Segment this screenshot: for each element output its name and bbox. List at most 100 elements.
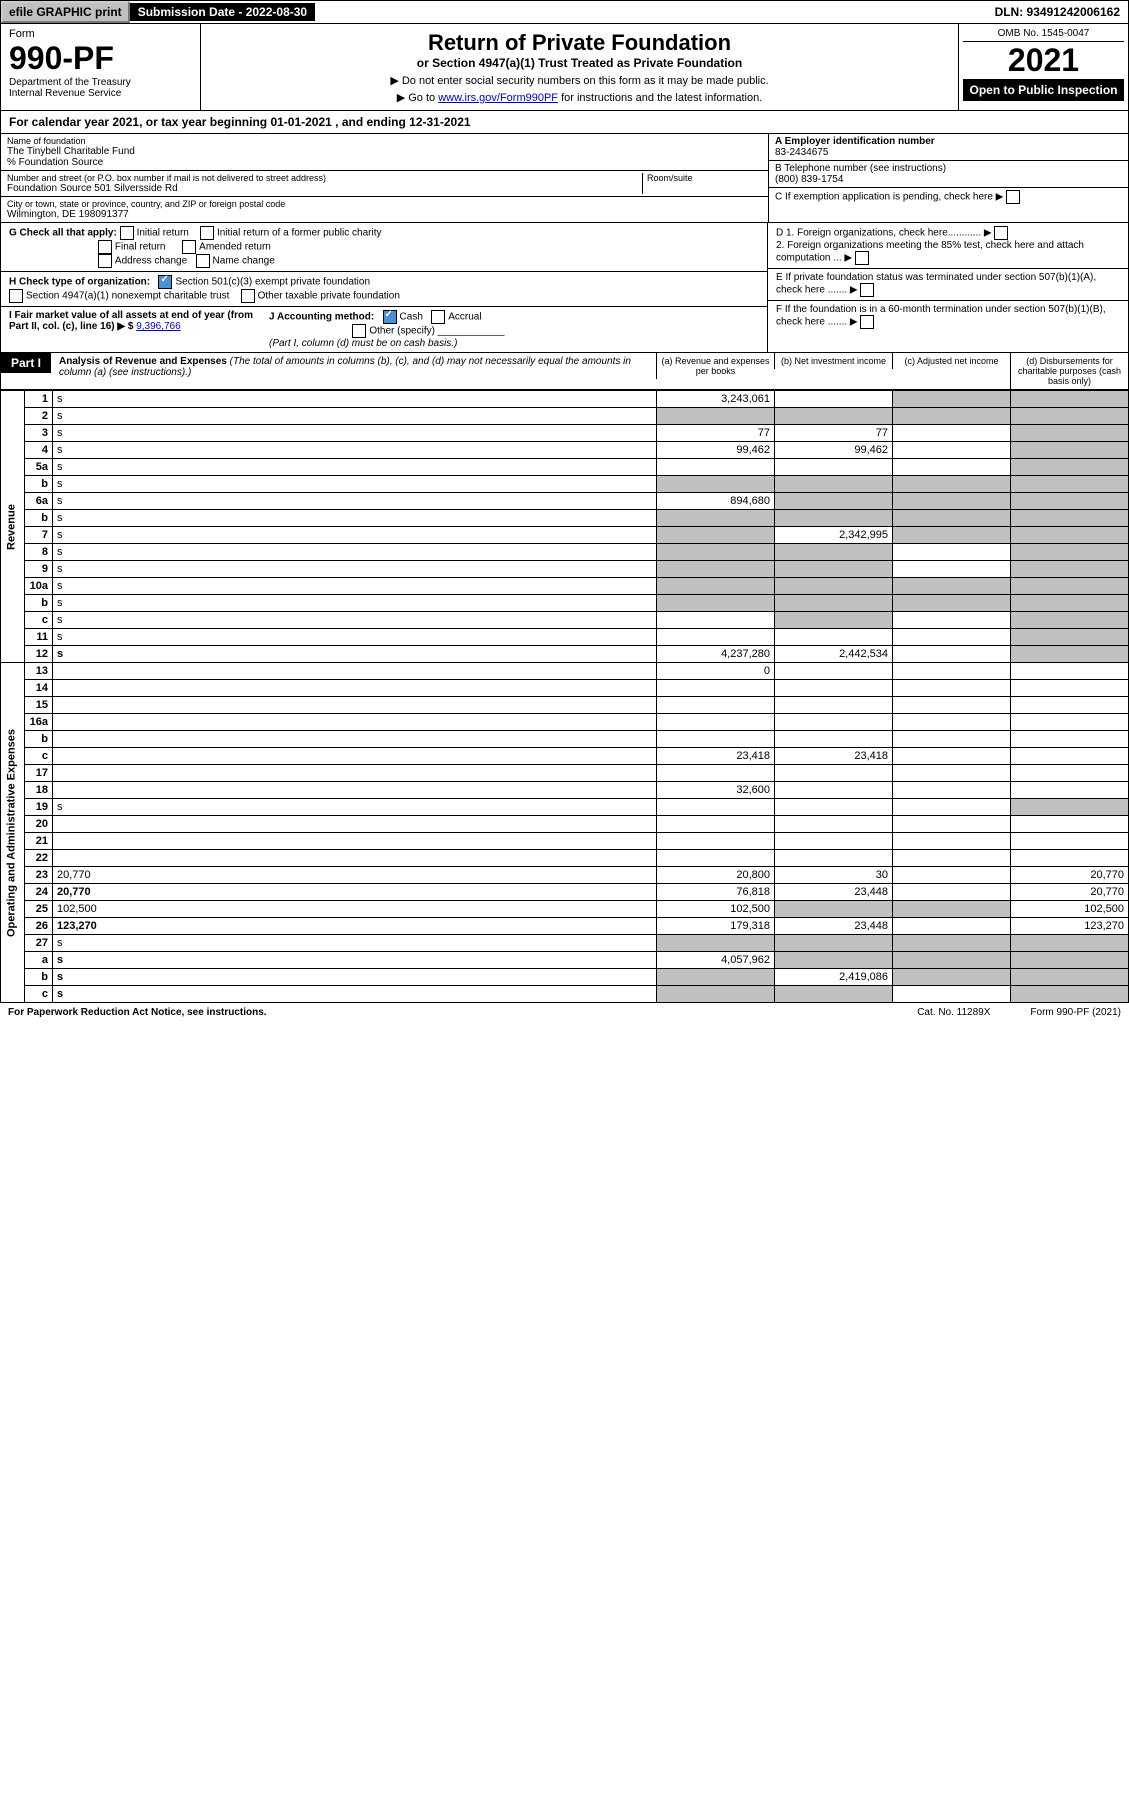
amt-col-a (657, 612, 775, 629)
line-number: c (25, 748, 53, 765)
table-row: Revenue1s3,243,061 (1, 391, 1129, 408)
line-number: 16a (25, 714, 53, 731)
amt-col-d (1011, 952, 1129, 969)
accrual-cb[interactable] (431, 310, 445, 324)
amt-col-b (775, 476, 893, 493)
amt-col-c (893, 969, 1011, 986)
omb-number: OMB No. 1545-0047 (963, 28, 1124, 42)
85pct-cb[interactable] (855, 251, 869, 265)
amt-col-c (893, 697, 1011, 714)
other-method-cb[interactable] (352, 324, 366, 338)
amt-col-d (1011, 629, 1129, 646)
table-row: Operating and Administrative Expenses130 (1, 663, 1129, 680)
amt-col-c (893, 731, 1011, 748)
efile-print-button[interactable]: efile GRAPHIC print (1, 1, 130, 23)
form-ref: Form 990-PF (2021) (1030, 1007, 1121, 1018)
line-number: 7 (25, 527, 53, 544)
table-row: 1832,600 (1, 782, 1129, 799)
instr-ssn: ▶ Do not enter social security numbers o… (207, 74, 952, 87)
amt-col-a (657, 544, 775, 561)
table-row: cs (1, 986, 1129, 1003)
part1-header: Part I Analysis of Revenue and Expenses … (0, 353, 1129, 390)
initial-former-cb[interactable] (200, 226, 214, 240)
form990pf-link[interactable]: www.irs.gov/Form990PF (438, 92, 558, 104)
section-e: E If private foundation status was termi… (768, 269, 1128, 301)
507b1a-cb[interactable] (860, 283, 874, 297)
line-desc (53, 680, 657, 697)
amt-col-d: 20,770 (1011, 884, 1129, 901)
amt-col-d (1011, 714, 1129, 731)
line-desc (53, 782, 657, 799)
cash-cb[interactable] (383, 310, 397, 324)
paperwork-notice: For Paperwork Reduction Act Notice, see … (8, 1007, 267, 1018)
amt-col-a: 102,500 (657, 901, 775, 918)
amended-return-cb[interactable] (182, 240, 196, 254)
foreign-org-cb[interactable] (994, 226, 1008, 240)
other-taxable-cb[interactable] (241, 289, 255, 303)
form-subtitle: or Section 4947(a)(1) Trust Treated as P… (207, 56, 952, 70)
amt-col-c (893, 935, 1011, 952)
line-number: c (25, 986, 53, 1003)
name-change-cb[interactable] (196, 254, 210, 268)
amt-col-c (893, 510, 1011, 527)
amt-col-b (775, 952, 893, 969)
amt-col-a (657, 527, 775, 544)
exemption-checkbox[interactable] (1006, 190, 1020, 204)
line-number: 5a (25, 459, 53, 476)
line-desc: s (53, 595, 657, 612)
table-row: 22 (1, 850, 1129, 867)
amt-col-d (1011, 476, 1129, 493)
line-number: 26 (25, 918, 53, 935)
calendar-year: For calendar year 2021, or tax year begi… (0, 111, 1129, 134)
amt-col-a (657, 969, 775, 986)
amt-col-c (893, 833, 1011, 850)
line-desc: 123,270 (53, 918, 657, 935)
amt-col-a: 894,680 (657, 493, 775, 510)
line-desc: s (53, 425, 657, 442)
amt-col-b: 2,442,534 (775, 646, 893, 663)
amt-col-b (775, 663, 893, 680)
amt-col-b (775, 561, 893, 578)
submission-date: Submission Date - 2022-08-30 (130, 3, 315, 21)
amt-col-b (775, 612, 893, 629)
form-number: 990-PF (9, 40, 192, 77)
fmv-link[interactable]: 9,396,766 (136, 321, 181, 332)
amt-col-a (657, 986, 775, 1003)
amt-col-c (893, 544, 1011, 561)
line-desc: 20,770 (53, 884, 657, 901)
section-f: F If the foundation is in a 60-month ter… (768, 301, 1128, 332)
dept-treasury: Department of the Treasury Internal Reve… (9, 77, 192, 99)
amt-col-b (775, 544, 893, 561)
form-label: Form (9, 28, 192, 40)
amt-col-a (657, 561, 775, 578)
initial-return-cb[interactable] (120, 226, 134, 240)
amt-col-a (657, 629, 775, 646)
final-return-cb[interactable] (98, 240, 112, 254)
city-state-zip: Wilmington, DE 198091377 (7, 209, 762, 220)
amt-col-b: 23,418 (775, 748, 893, 765)
table-row: cs (1, 612, 1129, 629)
city-label: City or town, state or province, country… (7, 199, 762, 209)
line-desc (53, 731, 657, 748)
table-row: 21 (1, 833, 1129, 850)
line-desc: 102,500 (53, 901, 657, 918)
amt-col-b: 2,342,995 (775, 527, 893, 544)
4947a1-cb[interactable] (9, 289, 23, 303)
amt-col-b (775, 697, 893, 714)
amt-col-d (1011, 425, 1129, 442)
instr-goto: ▶ Go to www.irs.gov/Form990PF for instru… (207, 91, 952, 104)
line-number: b (25, 510, 53, 527)
507b1b-cb[interactable] (860, 315, 874, 329)
amt-col-d (1011, 527, 1129, 544)
amt-col-d (1011, 969, 1129, 986)
amt-col-b (775, 629, 893, 646)
501c3-cb[interactable] (158, 275, 172, 289)
foundation-name: The Tinybell Charitable Fund (7, 146, 762, 157)
table-row: c23,41823,418 (1, 748, 1129, 765)
amt-col-b (775, 714, 893, 731)
amt-col-d (1011, 799, 1129, 816)
amt-col-a (657, 935, 775, 952)
address-change-cb[interactable] (98, 254, 112, 268)
amt-col-b (775, 408, 893, 425)
line-desc: s (53, 578, 657, 595)
